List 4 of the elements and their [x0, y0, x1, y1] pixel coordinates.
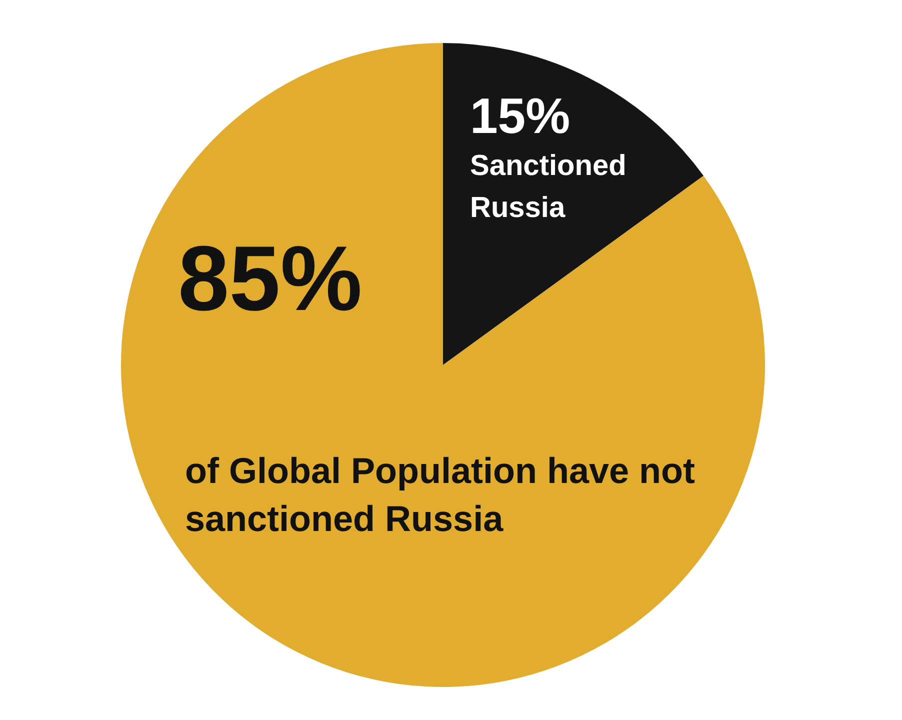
data-label: 15%: [470, 88, 570, 144]
data-label: 85%: [178, 228, 362, 330]
slice-label: of Global Population have not sanctioned Russia: [185, 450, 696, 539]
slice-label: Sanctioned Russia: [470, 150, 626, 224]
